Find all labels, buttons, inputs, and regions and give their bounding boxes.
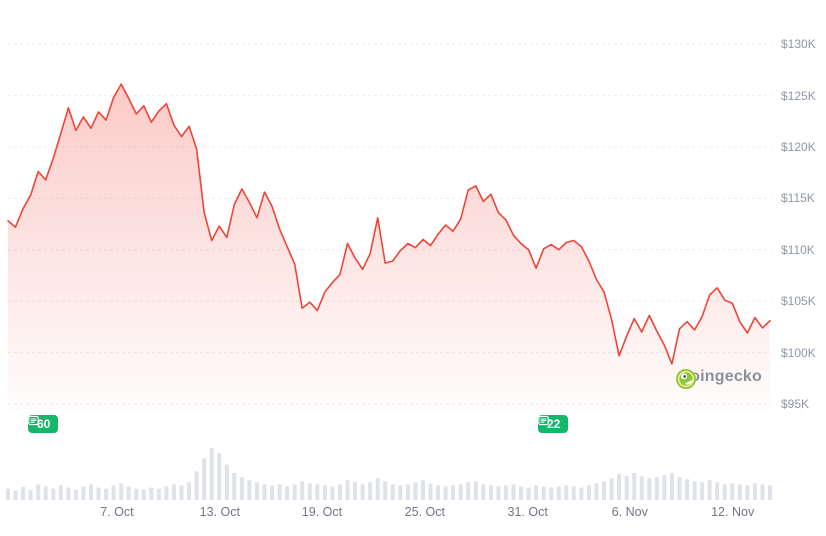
news-badge[interactable]: 60 (28, 415, 59, 433)
y-axis-label: $125K (781, 89, 816, 103)
y-axis-label: $95K (781, 397, 810, 411)
y-axis-label: $120K (781, 140, 816, 154)
y-axis-label: $105K (781, 294, 816, 308)
y-axis-label: $110K (781, 243, 815, 257)
y-axis-label: $130K (781, 37, 816, 51)
x-axis-label: 19. Oct (301, 505, 343, 519)
x-axis-label: 25. Oct (404, 505, 445, 519)
news-badge-count: 60 (37, 417, 51, 431)
x-axis-label: 6. Nov (611, 505, 648, 519)
y-axis-label: $115K (781, 191, 815, 205)
news-badge-count: 22 (547, 417, 561, 431)
x-axis-label: 31. Oct (507, 505, 548, 519)
news-badge[interactable]: 22 (538, 415, 569, 433)
coingecko-wordmark: coingecko (681, 368, 762, 385)
coingecko-watermark[interactable]: coingecko (675, 368, 762, 389)
x-axis-label: 7. Oct (100, 505, 134, 519)
x-axis-label: 12. Nov (711, 505, 755, 519)
x-axis-label: 13. Oct (199, 505, 240, 519)
y-axis-label: $100K (781, 346, 816, 360)
